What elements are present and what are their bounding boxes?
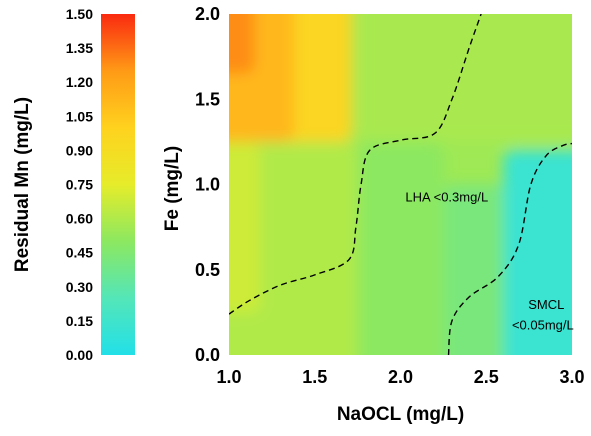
contour-line — [229, 14, 482, 315]
x-tick-label: 1.5 — [302, 367, 327, 387]
contour-annotation: LHA <0.3mg/L — [405, 190, 488, 205]
colorbar-tick-label: 0.90 — [66, 142, 93, 158]
y-tick-label: 1.5 — [195, 89, 220, 109]
heatmap-region — [503, 150, 572, 355]
heatmap-region — [357, 14, 572, 142]
colorbar-tick-label: 0.30 — [66, 279, 93, 295]
colorbar-tick-label: 0.45 — [66, 245, 93, 261]
colorbar-tick-labels: 0.00 0.15 0.30 0.45 0.60 0.75 0.90 1.05 1.20 1.35… — [66, 6, 93, 363]
colorbar-tick-label: 1.05 — [66, 108, 93, 124]
x-tick-label: 3.0 — [559, 367, 584, 387]
colorbar-tick-label: 1.35 — [66, 40, 93, 56]
y-tick-label: 0.5 — [195, 260, 220, 280]
x-tick-label: 1.0 — [216, 367, 241, 387]
contour-annotation: SMCL — [528, 297, 564, 312]
contour-line — [447, 142, 572, 355]
colorbar-tick-label: 0.75 — [66, 177, 93, 193]
colorbar — [101, 14, 135, 355]
y-tick-label: 0.0 — [195, 345, 220, 365]
x-tick-label: 2.5 — [474, 367, 499, 387]
x-axis-tick-labels: 1.0 1.5 2.0 2.5 3.0 — [216, 367, 584, 387]
y-axis-title: Fe (mg/L) — [162, 146, 183, 232]
heatmap-regions — [229, 14, 572, 355]
heatmap-plot-area — [229, 14, 572, 355]
colorbar-tick-label: 0.60 — [66, 211, 93, 227]
colorbar-tick-label: 0.00 — [66, 347, 93, 363]
colorbar-tick-label: 0.15 — [66, 313, 93, 329]
y-tick-label: 2.0 — [195, 4, 220, 24]
contour-annotations: LHA <0.3mg/L SMCL <0.05mg/L — [405, 190, 573, 333]
colorbar-tick-label: 1.20 — [66, 74, 93, 90]
heatmap-region — [229, 141, 358, 355]
colorbar-title: Residual Mn (mg/L) — [12, 97, 33, 272]
x-tick-label: 2.0 — [388, 367, 413, 387]
y-tick-label: 1.0 — [195, 175, 220, 195]
contour-annotation: <0.05mg/L — [512, 317, 574, 332]
y-axis-tick-labels: 0.0 0.5 1.0 1.5 2.0 — [195, 4, 220, 365]
x-axis-title: NaOCL (mg/L) — [337, 404, 464, 425]
heatmap-region — [229, 14, 255, 74]
colorbar-tick-label: 1.50 — [66, 6, 93, 22]
heatmap-region — [229, 141, 260, 313]
contour-lines — [229, 14, 572, 355]
heatmap-region — [357, 141, 444, 355]
